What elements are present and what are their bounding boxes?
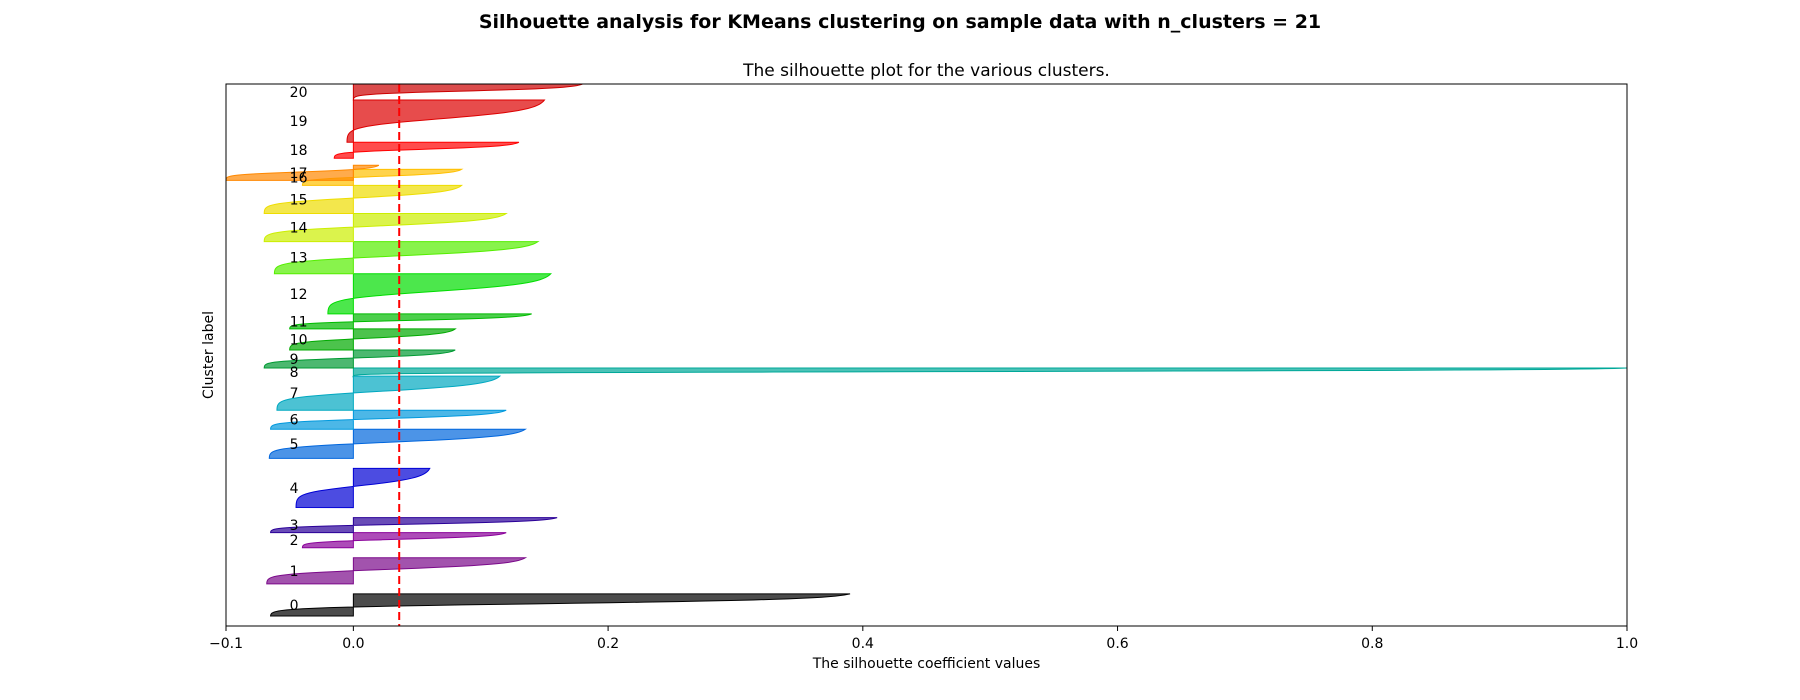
x-tick-label: 0.4 [852,636,874,652]
cluster-4-silhouette [295,467,431,509]
cluster-18-silhouette [333,141,520,159]
cluster-0-silhouette [270,593,851,617]
cluster-3-silhouette [270,517,558,534]
x-tick-label: 0.8 [1361,636,1383,652]
x-ticks: −0.1 0.0 0.2 0.4 0.6 0.8 1.0 [209,626,1638,652]
cluster-label-8: 8 [290,365,299,381]
x-axis-label: The silhouette coefficient values [812,656,1041,672]
cluster-label-9: 9 [290,352,299,368]
cluster-label-15: 15 [290,192,308,208]
cluster-label-1: 1 [290,564,299,580]
cluster-2-silhouette [301,532,507,549]
figure-title: Silhouette analysis for KMeans clusterin… [478,11,1322,33]
cluster-label-13: 13 [290,251,308,267]
cluster-label-12: 12 [290,287,308,303]
cluster-9-silhouette [263,349,456,369]
axes-frame [225,83,1628,627]
cluster-label-16: 16 [290,170,308,186]
cluster-label-10: 10 [290,332,308,348]
cluster-14-silhouette [263,212,508,243]
cluster-17-silhouette [226,164,380,181]
x-tick-label: 1.0 [1616,636,1638,652]
x-tick-label: −0.1 [209,636,243,652]
cluster-label-2: 2 [290,533,299,549]
cluster-label-14: 14 [290,221,308,237]
x-tick-label: 0.2 [597,636,619,652]
cluster-label-0: 0 [290,598,299,614]
cluster-7-silhouette [276,375,502,411]
cluster-label-19: 19 [290,114,308,130]
axes-title: The silhouette plot for the various clus… [742,61,1110,81]
cluster-label-3: 3 [290,518,299,534]
cluster-10-silhouette [289,328,457,351]
cluster-label-20: 20 [290,85,308,101]
y-axis-label: Cluster label [201,311,217,399]
cluster-1-silhouette [266,557,528,585]
cluster-label-17: 17 [290,166,308,182]
clusters-layer [226,84,1627,617]
cluster-15-silhouette [263,184,464,214]
cluster-6-silhouette [270,409,507,430]
cluster-5-silhouette [268,428,528,459]
cluster-12-silhouette [327,273,552,315]
cluster-13-silhouette [273,241,540,275]
cluster-label-5: 5 [290,437,299,453]
cluster-20-silhouette [352,84,583,101]
x-tick-label: 0.6 [1106,636,1128,652]
cluster-16-silhouette [301,168,464,186]
cluster-label-11: 11 [290,314,308,330]
cluster-8-silhouette [352,367,1627,378]
cluster-label-6: 6 [290,413,299,429]
cluster-19-silhouette [346,99,546,143]
x-tick-label: 0.0 [342,636,364,652]
cluster-label-18: 18 [290,143,308,159]
cluster-11-silhouette [289,313,532,330]
cluster-label-4: 4 [290,481,299,497]
cluster-label-7: 7 [290,386,299,402]
